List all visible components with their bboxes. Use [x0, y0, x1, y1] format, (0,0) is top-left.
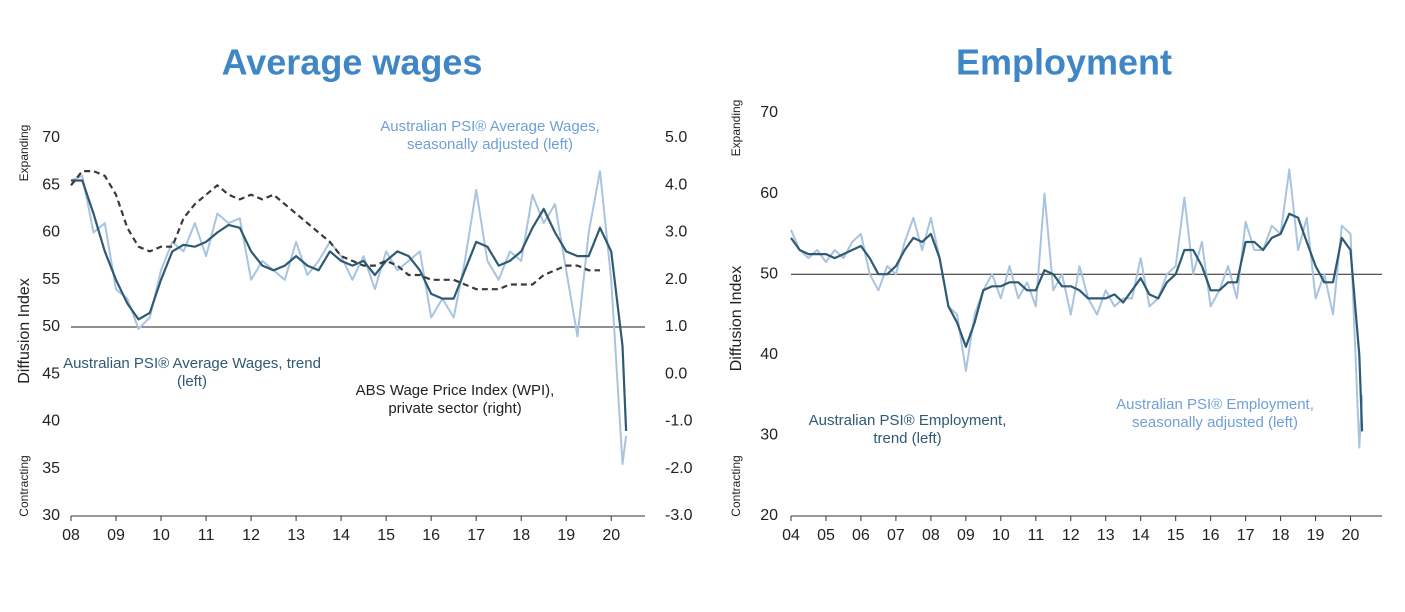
x-tick-label: 12	[1062, 527, 1080, 544]
series-line	[790, 212, 1364, 432]
x-tick-label: 17	[467, 527, 485, 544]
y-tick-label: 35	[42, 460, 60, 477]
x-tick-label: 19	[557, 527, 575, 544]
x-tick-label: 20	[1342, 527, 1360, 544]
y-axis-bottom-label: Contracting	[17, 455, 31, 516]
x-tick-label: 18	[512, 527, 530, 544]
y2-tick-label: 1.0	[665, 318, 687, 335]
series-line	[71, 179, 628, 431]
x-tick-label: 20	[602, 527, 620, 544]
series-line	[790, 168, 1364, 449]
x-tick-label: 12	[242, 527, 260, 544]
y2-tick-label: 3.0	[665, 224, 687, 241]
x-tick-label: 05	[817, 527, 835, 544]
x-tick-label: 11	[198, 527, 215, 544]
y2-tick-label: -3.0	[665, 507, 693, 524]
x-tick-label: 16	[1202, 527, 1220, 544]
x-tick-label: 09	[957, 527, 975, 544]
x-tick-label: 18	[1272, 527, 1290, 544]
x-tick-label: 19	[1307, 527, 1325, 544]
x-tick-label: 13	[287, 527, 305, 544]
x-tick-label: 04	[782, 527, 800, 544]
x-tick-label: 17	[1237, 527, 1255, 544]
y2-tick-label: -1.0	[665, 413, 693, 430]
y-tick-label: 50	[760, 265, 778, 282]
x-tick-label: 07	[887, 527, 905, 544]
y2-tick-label: 4.0	[665, 176, 687, 193]
y2-tick-label: -2.0	[665, 460, 693, 477]
y-tick-label: 45	[42, 365, 60, 382]
x-tick-label: 06	[852, 527, 870, 544]
x-tick-label: 08	[922, 527, 940, 544]
x-tick-label: 13	[1097, 527, 1115, 544]
series-label: Australian PSI® Employment, trend (left)	[808, 412, 1007, 447]
x-tick-label: 08	[62, 527, 80, 544]
x-tick-label: 16	[422, 527, 440, 544]
series-label: Australian PSI® Average Wages, trend (le…	[63, 355, 321, 390]
x-tick-label: 09	[107, 527, 125, 544]
x-tick-label: 10	[992, 527, 1010, 544]
y-axis-top-label: Expanding	[17, 125, 31, 182]
x-tick-label: 14	[1132, 527, 1150, 544]
series-line	[70, 170, 628, 465]
x-tick-label: 11	[1027, 527, 1044, 544]
y-tick-label: 60	[760, 185, 778, 202]
y-tick-label: 30	[42, 507, 60, 524]
y-axis-label: Diffusion Index	[728, 266, 745, 372]
y2-tick-label: 2.0	[665, 271, 687, 288]
x-tick-label: 15	[1167, 527, 1185, 544]
y-tick-label: 40	[42, 413, 60, 430]
x-tick-label: 14	[332, 527, 350, 544]
x-tick-label: 15	[377, 527, 395, 544]
chart-title: Employment	[956, 42, 1172, 83]
y-tick-label: 30	[760, 427, 778, 444]
y2-tick-label: 5.0	[665, 129, 687, 146]
x-tick-label: 10	[152, 527, 170, 544]
y-tick-label: 65	[42, 176, 60, 193]
y-tick-label: 60	[42, 224, 60, 241]
series-line	[70, 170, 600, 291]
series-label: Australian PSI® Employment, seasonally a…	[1116, 396, 1314, 431]
y-tick-label: 40	[760, 346, 778, 363]
series-label: Australian PSI® Average Wages, seasonall…	[380, 118, 600, 153]
y-tick-label: 20	[760, 507, 778, 524]
y-tick-label: 70	[42, 129, 60, 146]
y-tick-label: 55	[42, 271, 60, 288]
y-tick-label: 50	[42, 318, 60, 335]
y-axis-label: Diffusion Index	[16, 278, 33, 384]
y-axis-top-label: Expanding	[729, 100, 743, 157]
chart-title: Average wages	[222, 42, 483, 83]
series-label: ABS Wage Price Index (WPI), private sect…	[355, 382, 555, 417]
y-axis-bottom-label: Contracting	[729, 455, 743, 516]
y2-tick-label: 0.0	[665, 365, 687, 382]
y-tick-label: 70	[760, 104, 778, 121]
